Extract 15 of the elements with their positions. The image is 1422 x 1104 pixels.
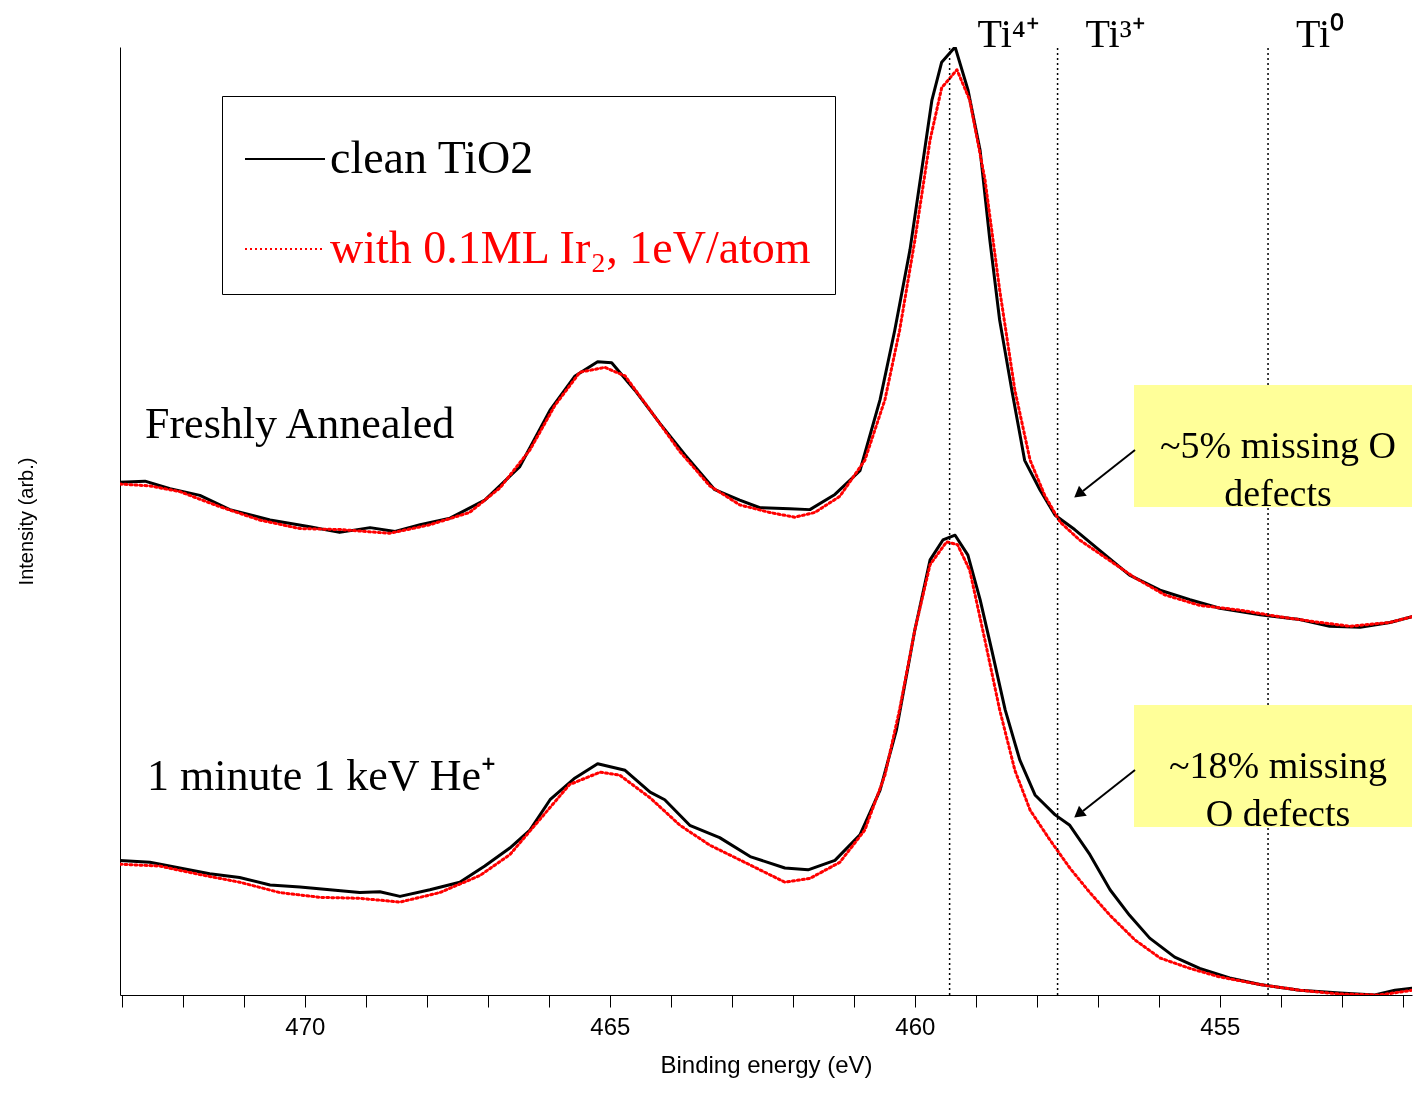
legend-label: clean TiO2 bbox=[330, 132, 534, 183]
annotation: Freshly Annealed bbox=[145, 399, 455, 448]
annotation: 1 minute 1 keV He⁺ bbox=[147, 751, 497, 800]
ref-line-label: Ti⁰ bbox=[1296, 11, 1345, 56]
annotation: ~5% missing O defects bbox=[1160, 424, 1396, 514]
annotation: ~18% missing O defects bbox=[1169, 744, 1387, 834]
x-tick-label: 465 bbox=[590, 1012, 631, 1040]
x-tick-label: 455 bbox=[1200, 1012, 1241, 1040]
x-axis-title: Binding energy (eV) bbox=[660, 1050, 873, 1078]
x-tick-label: 460 bbox=[895, 1012, 936, 1040]
y-axis-title: Intensity (arb.) bbox=[14, 457, 37, 586]
legend-label: with 0.1ML Ir₂, 1eV/atom bbox=[330, 222, 811, 273]
ref-line-label: Ti⁴⁺ bbox=[977, 11, 1040, 56]
x-tick-label: 470 bbox=[285, 1012, 326, 1040]
ref-line-label: Ti³⁺ bbox=[1085, 11, 1146, 56]
